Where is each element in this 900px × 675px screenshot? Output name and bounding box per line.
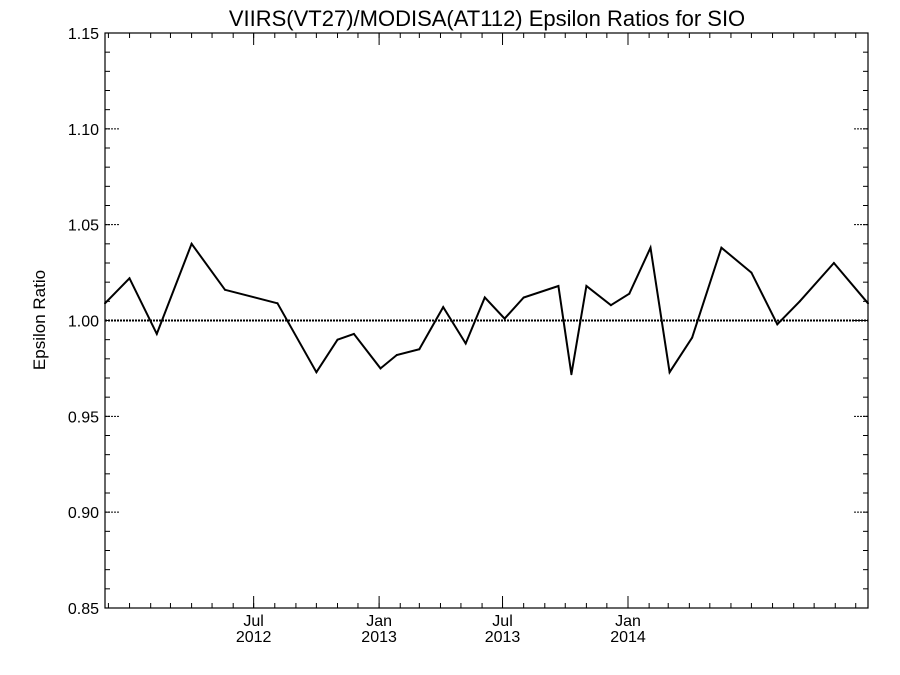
data-point [628, 292, 631, 295]
data-points [104, 242, 869, 376]
axis-tick-labels: 0.850.900.951.001.051.101.15Jul2012Jan20… [68, 26, 646, 646]
y-tick-label: 1.10 [68, 122, 99, 139]
data-point [776, 323, 779, 326]
y-axis-label: Epsilon Ratio [30, 270, 49, 370]
data-point [352, 332, 355, 335]
data-point [609, 304, 612, 307]
data-point [418, 348, 421, 351]
y-tick-label: 1.15 [68, 26, 99, 43]
chart-title: VIIRS(VT27)/MODISA(AT112) Epsilon Ratios… [229, 6, 745, 31]
series-line [104, 241, 869, 375]
x-tick-year-label: 2013 [485, 629, 521, 646]
y-tick-label: 1.00 [68, 314, 99, 331]
x-tick-month-label: Jul [243, 613, 263, 630]
data-point [379, 367, 382, 370]
x-tick-year-label: 2014 [610, 629, 646, 646]
data-point [503, 317, 506, 320]
data-point [464, 342, 467, 345]
x-tick-year-label: 2013 [361, 629, 397, 646]
x-tick-year-label: 2012 [236, 629, 272, 646]
x-tick-month-label: Jul [492, 613, 512, 630]
data-point [649, 246, 652, 249]
data-point [483, 296, 486, 299]
data-point [155, 332, 158, 335]
y-tick-label: 1.05 [68, 218, 99, 235]
data-point [750, 271, 753, 274]
data-point [224, 288, 226, 291]
axis-ticks [105, 32, 868, 609]
data-point [668, 371, 671, 374]
data-point [276, 302, 279, 305]
data-point [190, 242, 193, 245]
data-point [832, 262, 835, 264]
data-point [522, 296, 525, 299]
y-tick-label: 0.95 [68, 409, 99, 426]
data-point [720, 246, 723, 249]
data-point [336, 338, 339, 341]
data-point [104, 302, 106, 305]
data-point [798, 300, 801, 303]
y-tick-label: 0.85 [68, 601, 99, 618]
data-point [691, 336, 694, 339]
x-tick-month-label: Jan [366, 613, 392, 630]
y-tick-label: 0.90 [68, 505, 99, 522]
data-point [557, 285, 560, 287]
data-point [442, 306, 445, 309]
data-point [570, 373, 573, 376]
data-point [315, 371, 318, 374]
x-tick-month-label: Jan [615, 613, 641, 630]
data-point [128, 277, 131, 280]
data-point [395, 354, 398, 356]
data-point [867, 302, 869, 305]
data-point [585, 285, 588, 287]
